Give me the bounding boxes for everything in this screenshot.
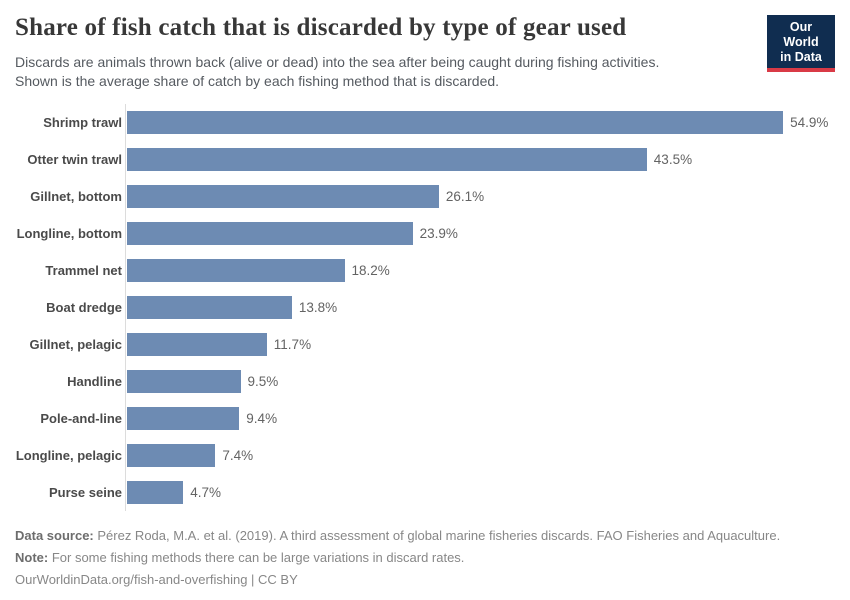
bar-row: Longline, bottom 23.9% — [0, 215, 850, 252]
category-label: Shrimp trawl — [43, 115, 122, 131]
bar-chart-rows: Shrimp trawl 54.9% Otter twin trawl 43.5% Gi… — [0, 104, 850, 511]
data-source-label: Data source: — [15, 528, 94, 544]
category-label: Boat dredge — [46, 300, 122, 316]
bar-row: Trammel net 18.2% — [0, 252, 850, 289]
bar-wrap: 54.9% — [127, 111, 829, 135]
bar[interactable] — [127, 370, 241, 394]
owid-logo-line-2: in Data — [780, 49, 822, 64]
bar[interactable] — [127, 444, 216, 468]
bar[interactable] — [127, 333, 267, 357]
owid-logo-line-1: Our World — [783, 20, 819, 49]
data-source-text: Pérez Roda, M.A. et al. (2019). A third … — [93, 528, 781, 544]
bar-row: Gillnet, bottom 26.1% — [0, 178, 850, 215]
bar[interactable] — [127, 148, 647, 172]
note-label: Note: — [15, 549, 49, 565]
value-label: 23.9% — [419, 226, 458, 242]
chart-subtitle: Discards are animals thrown back (alive … — [15, 53, 735, 91]
value-label: 18.2% — [351, 263, 390, 279]
bar-row: Handline 9.5% — [0, 363, 850, 400]
category-label: Purse seine — [49, 485, 122, 501]
value-label: 7.4% — [222, 448, 254, 464]
chart-header: Share of fish catch that is discarded by… — [0, 0, 850, 91]
value-label: 9.5% — [247, 374, 279, 390]
category-label: Longline, bottom — [16, 226, 122, 242]
category-label: Gillnet, pelagic — [29, 337, 122, 353]
value-label: 9.4% — [246, 411, 278, 427]
value-label: 11.7% — [273, 337, 312, 353]
chart-footer: Data source: Pérez Roda, M.A. et al. (20… — [15, 525, 835, 590]
value-label: 54.9% — [790, 115, 829, 131]
bar[interactable] — [127, 407, 240, 431]
owid-logo[interactable]: Our World in Data — [767, 15, 835, 73]
category-label: Longline, pelagic — [15, 448, 122, 464]
note-text: For some fishing methods there can be la… — [48, 549, 465, 565]
note-line: Note: For some fishing methods there can… — [15, 547, 835, 569]
bar-row: Longline, pelagic 7.4% — [0, 437, 850, 474]
bar-wrap: 7.4% — [127, 444, 254, 468]
subtitle-line-1: Discards are animals thrown back (alive … — [15, 54, 660, 70]
bar-wrap: 26.1% — [127, 185, 485, 209]
bar-row: Boat dredge 13.8% — [0, 289, 850, 326]
bar-wrap: 43.5% — [127, 148, 693, 172]
value-label: 26.1% — [445, 189, 485, 205]
bar-wrap: 13.8% — [127, 296, 338, 320]
chart-title: Share of fish catch that is discarded by… — [15, 14, 627, 41]
bar-row: Purse seine 4.7% — [0, 474, 850, 511]
category-label: Pole-and-line — [40, 411, 122, 427]
category-label: Trammel net — [45, 263, 122, 279]
bar-wrap: 9.5% — [127, 370, 279, 394]
bar[interactable] — [127, 259, 345, 283]
data-source-line: Data source: Pérez Roda, M.A. et al. (20… — [15, 525, 835, 547]
value-label: 13.8% — [298, 300, 338, 316]
bar[interactable] — [127, 111, 784, 135]
value-label: 4.7% — [190, 485, 221, 501]
category-label: Handline — [67, 374, 122, 390]
bar[interactable] — [127, 185, 439, 209]
subtitle-line-2: Shown is the average share of catch by e… — [15, 73, 500, 90]
license-line: OurWorldinData.org/fish-and-overfishing … — [15, 571, 298, 587]
category-label: Otter twin trawl — [27, 152, 122, 168]
bar-row: Shrimp trawl 54.9% — [0, 104, 850, 141]
bar-wrap: 4.7% — [127, 481, 221, 505]
bar[interactable] — [127, 481, 184, 505]
bar-wrap: 9.4% — [127, 407, 278, 431]
bar-wrap: 18.2% — [127, 259, 390, 283]
category-label: Gillnet, bottom — [30, 189, 122, 205]
value-label: 43.5% — [653, 152, 693, 168]
bar-row: Otter twin trawl 43.5% — [0, 141, 850, 178]
bar-wrap: 11.7% — [127, 333, 312, 357]
y-axis-line — [125, 104, 126, 512]
bar[interactable] — [127, 222, 413, 246]
bar-wrap: 23.9% — [127, 222, 458, 246]
bar-row: Pole-and-line 9.4% — [0, 400, 850, 437]
bar-chart: Shrimp trawl 54.9% Otter twin trawl 43.5% Gi… — [0, 104, 850, 512]
bar-row: Gillnet, pelagic 11.7% — [0, 326, 850, 363]
bar[interactable] — [127, 296, 292, 320]
